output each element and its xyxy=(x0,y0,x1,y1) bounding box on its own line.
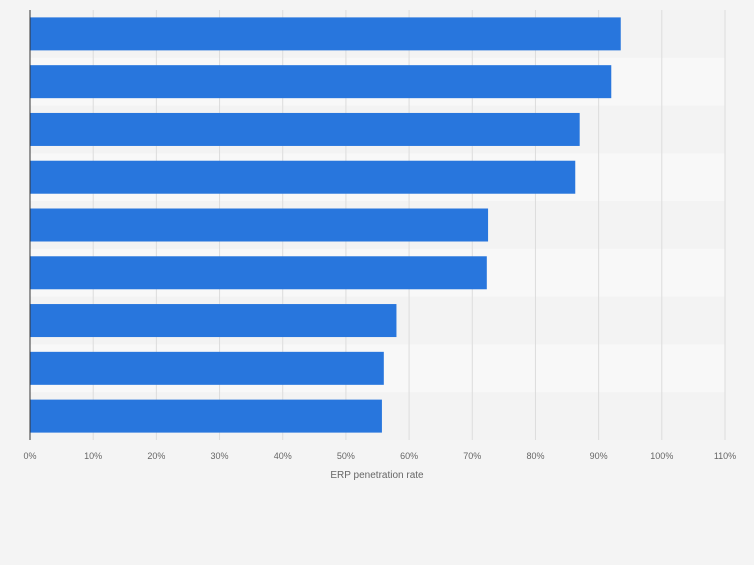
bar xyxy=(30,112,580,146)
x-tick-label: 60% xyxy=(400,451,418,461)
bar xyxy=(30,17,621,51)
x-tick-label: 100% xyxy=(650,451,673,461)
x-tick-label: 20% xyxy=(147,451,165,461)
bars xyxy=(30,17,621,433)
x-axis-ticks: 0% 10% 20% 30% 40% 50% 60% 70% 80% 90% 100% 110% xyxy=(23,451,736,461)
x-tick-label: 30% xyxy=(211,451,229,461)
x-axis-title: ERP penetration rate xyxy=(330,470,424,481)
x-tick-label: 110% xyxy=(714,451,736,461)
bar xyxy=(30,399,382,433)
x-tick-label: 40% xyxy=(274,451,292,461)
x-tick-label: 80% xyxy=(526,451,544,461)
bar xyxy=(30,160,576,194)
bar xyxy=(30,65,612,99)
x-tick-label: 90% xyxy=(590,451,608,461)
x-tick-label: 0% xyxy=(23,451,36,461)
x-tick-label: 10% xyxy=(84,451,102,461)
bar xyxy=(30,304,397,338)
bar xyxy=(30,256,487,290)
x-tick-label: 50% xyxy=(337,451,355,461)
bar xyxy=(30,351,384,385)
bar xyxy=(30,208,489,242)
x-tick-label: 70% xyxy=(463,451,481,461)
